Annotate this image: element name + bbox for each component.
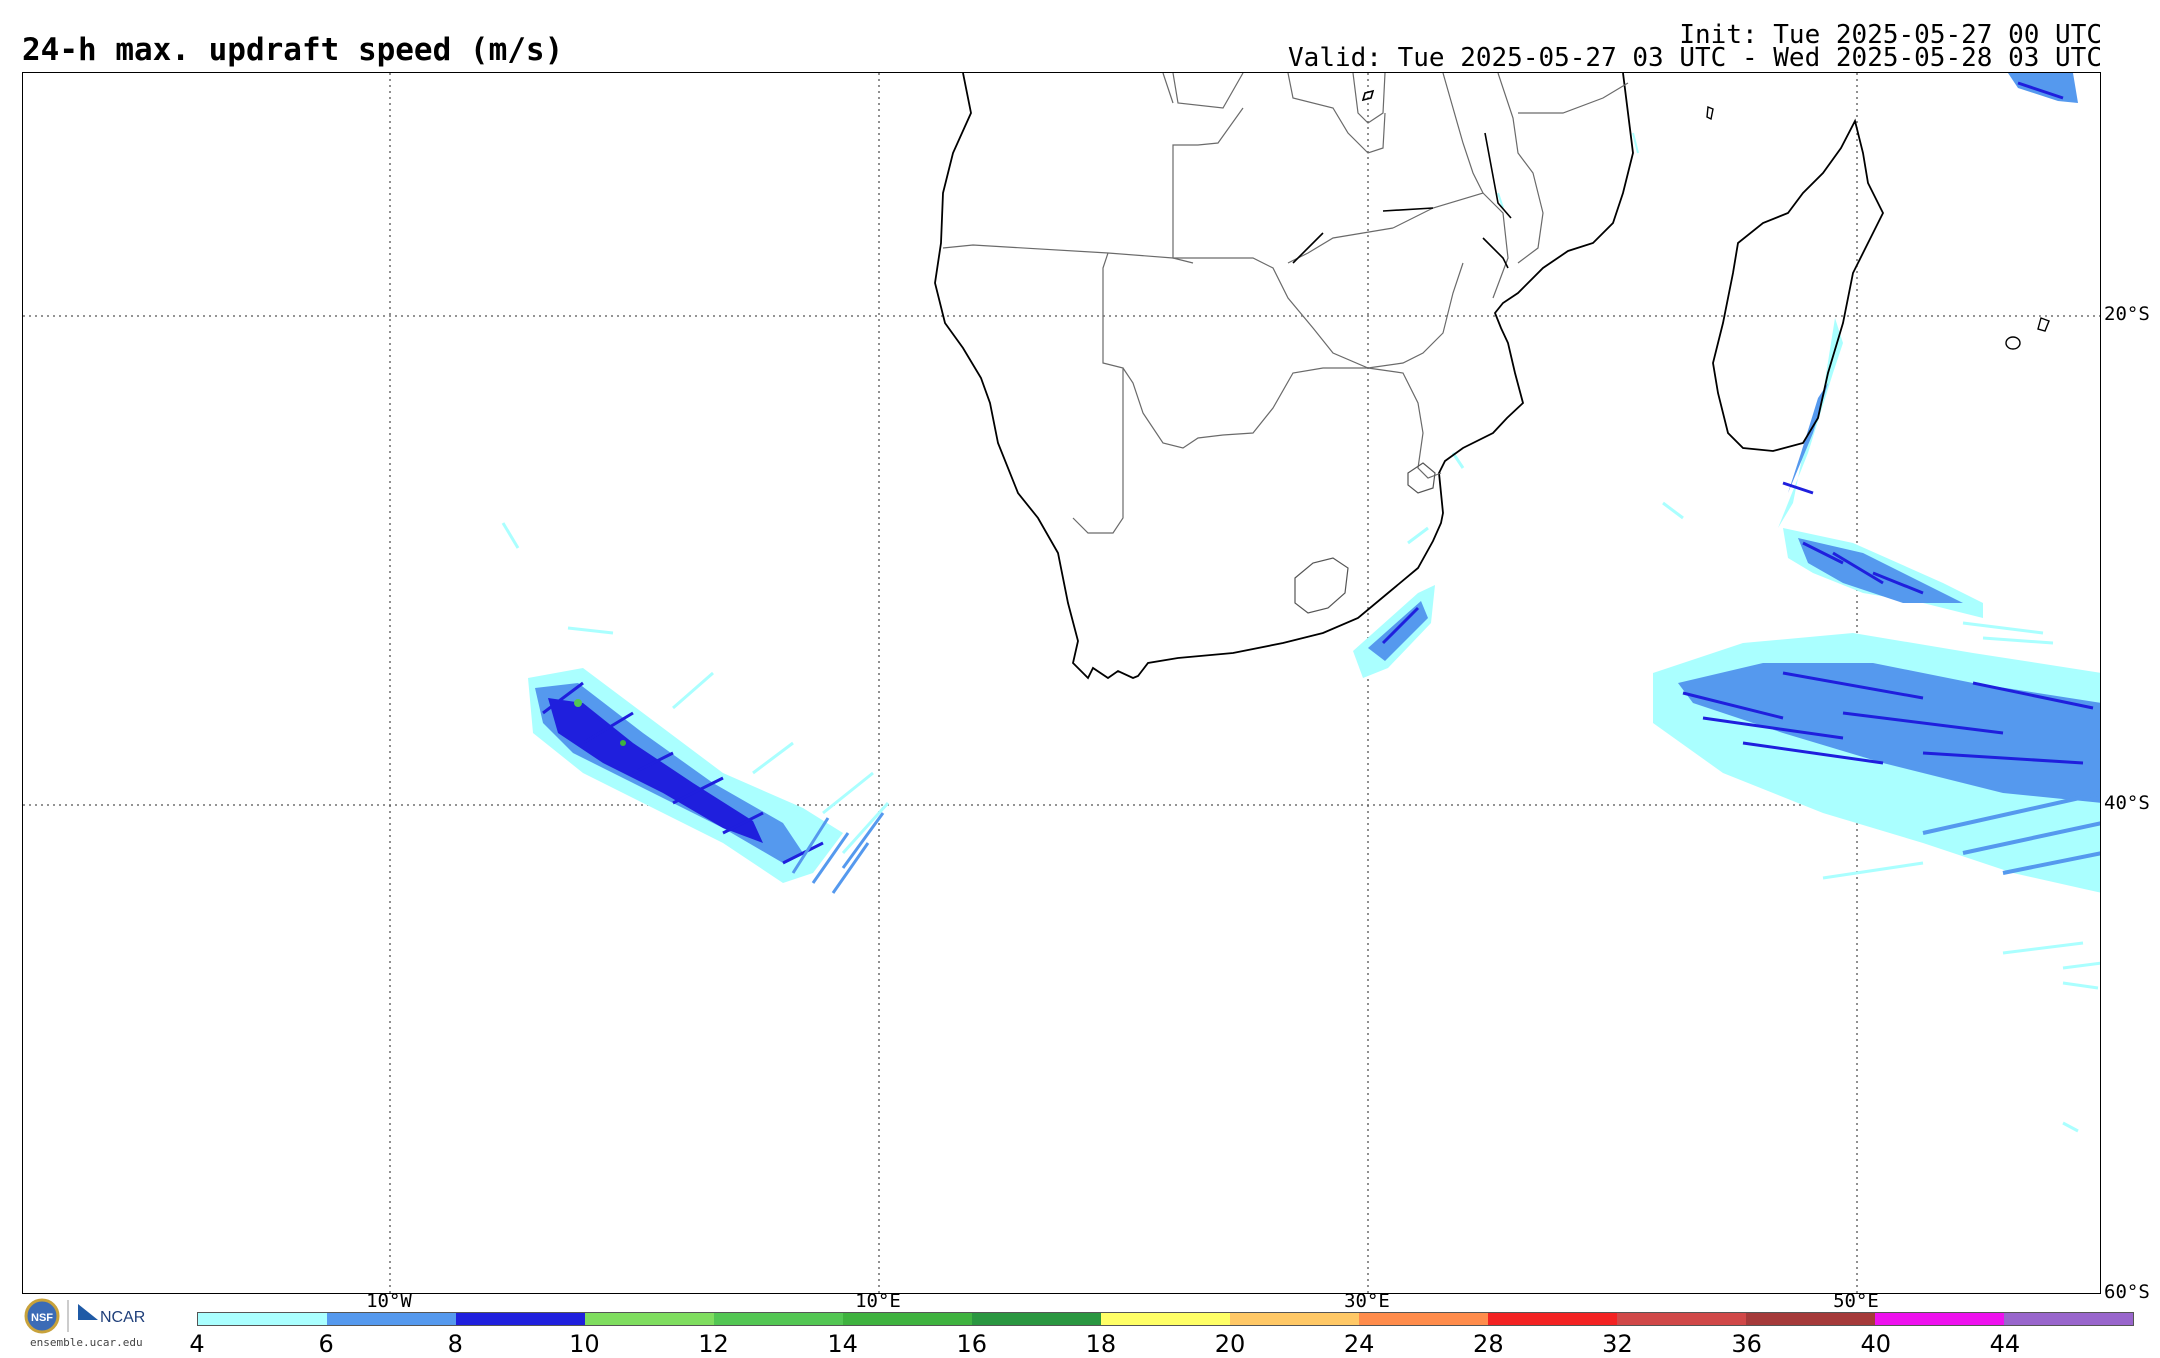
- updraft-cluster-south-atlantic: [501, 522, 890, 894]
- colorbar-segment: [1746, 1313, 1875, 1325]
- valid-time-range: Valid: Tue 2025-05-27 03 UTC - Wed 2025-…: [1288, 43, 2102, 73]
- southern-africa: [934, 73, 1634, 680]
- colorbar-segment: [456, 1313, 585, 1325]
- colorbar-tick-label: 10: [569, 1330, 600, 1358]
- country-borders: [942, 73, 1629, 534]
- colorbar-tick-label: 24: [1343, 1330, 1375, 1358]
- updraft-cluster-madagascar: [1662, 318, 2054, 645]
- init-time: Init: Tue 2025-05-27 00 UTC: [1679, 20, 2102, 50]
- lon-label-30e: 30°E: [1344, 1290, 1390, 1312]
- africa-coastline: [934, 73, 1634, 680]
- lat-label-20s: 20°S: [2104, 303, 2150, 325]
- map-canvas: [23, 73, 2100, 1293]
- updraft-cluster-south-indian: [1653, 633, 2100, 1133]
- updraft-field: [501, 73, 2100, 1133]
- lon-label-50e: 50°E: [1833, 1290, 1879, 1312]
- colorbar-tick-label: 12: [698, 1330, 729, 1358]
- colorbar-tick-label: 20: [1214, 1330, 1246, 1358]
- colorbar-segment: [1488, 1313, 1617, 1325]
- colorbar: [197, 1312, 2134, 1326]
- graticule: [23, 73, 2100, 1293]
- lat-label-60s: 60°S: [2104, 1281, 2150, 1303]
- colorbar-tick-label: 28: [1473, 1330, 1504, 1358]
- colorbar-segment: [1359, 1313, 1488, 1325]
- colorbar-tick-label: 14: [827, 1330, 858, 1358]
- colorbar-tick-label: 40: [1860, 1330, 1891, 1358]
- map-title: 24-h max. updraft speed (m/s): [22, 32, 564, 68]
- updraft-cluster-se-coast: [1353, 452, 1465, 678]
- nsf-ncar-logo: NSF NCAR: [24, 1298, 145, 1334]
- lakes: [1292, 89, 1512, 269]
- lat-label-40s: 40°S: [2104, 792, 2150, 814]
- colorbar-segment: [1875, 1313, 2004, 1325]
- lesotho-eswatini: [1294, 462, 1436, 614]
- map-panel: [22, 72, 2101, 1294]
- colorbar-segment: [327, 1313, 456, 1325]
- colorbar-segment: [843, 1313, 972, 1325]
- colorbar-tick-label: 16: [956, 1330, 988, 1358]
- nsf-logo-text: NSF: [31, 1312, 53, 1324]
- colorbar-segment: [1230, 1313, 1359, 1325]
- colorbar-tick-label: 18: [1085, 1330, 1117, 1358]
- colorbar-segment: [1101, 1313, 1230, 1325]
- lon-label-10e: 10°E: [855, 1290, 901, 1312]
- ncar-mark-icon: [78, 1304, 98, 1320]
- colorbar-tick-label: 4: [189, 1330, 205, 1358]
- colorbar-tick-label: 32: [1602, 1330, 1633, 1358]
- colorbar-tick-label: 6: [318, 1330, 334, 1358]
- ncar-logo-text: NCAR: [100, 1309, 145, 1326]
- colorbar-segment: [585, 1313, 714, 1325]
- colorbar-segment: [2004, 1313, 2133, 1325]
- colorbar-tick-label: 44: [1989, 1330, 2021, 1358]
- colorbar-tick-label: 36: [1731, 1330, 1762, 1358]
- small-islands: [1706, 106, 2050, 350]
- colorbar-segment: [198, 1313, 327, 1325]
- colorbar-tick-label: 8: [447, 1330, 463, 1358]
- nsf-seal-icon: [24, 1298, 60, 1334]
- colorbar-segment: [714, 1313, 843, 1325]
- colorbar-segment: [1617, 1313, 1746, 1325]
- colorbar-segment: [972, 1313, 1101, 1325]
- madagascar: [1712, 118, 1885, 452]
- logo-url: ensemble.ucar.edu: [30, 1336, 143, 1349]
- updraft-cluster-northeast: [1497, 73, 2078, 209]
- lon-label-10w: 10°W: [366, 1290, 412, 1312]
